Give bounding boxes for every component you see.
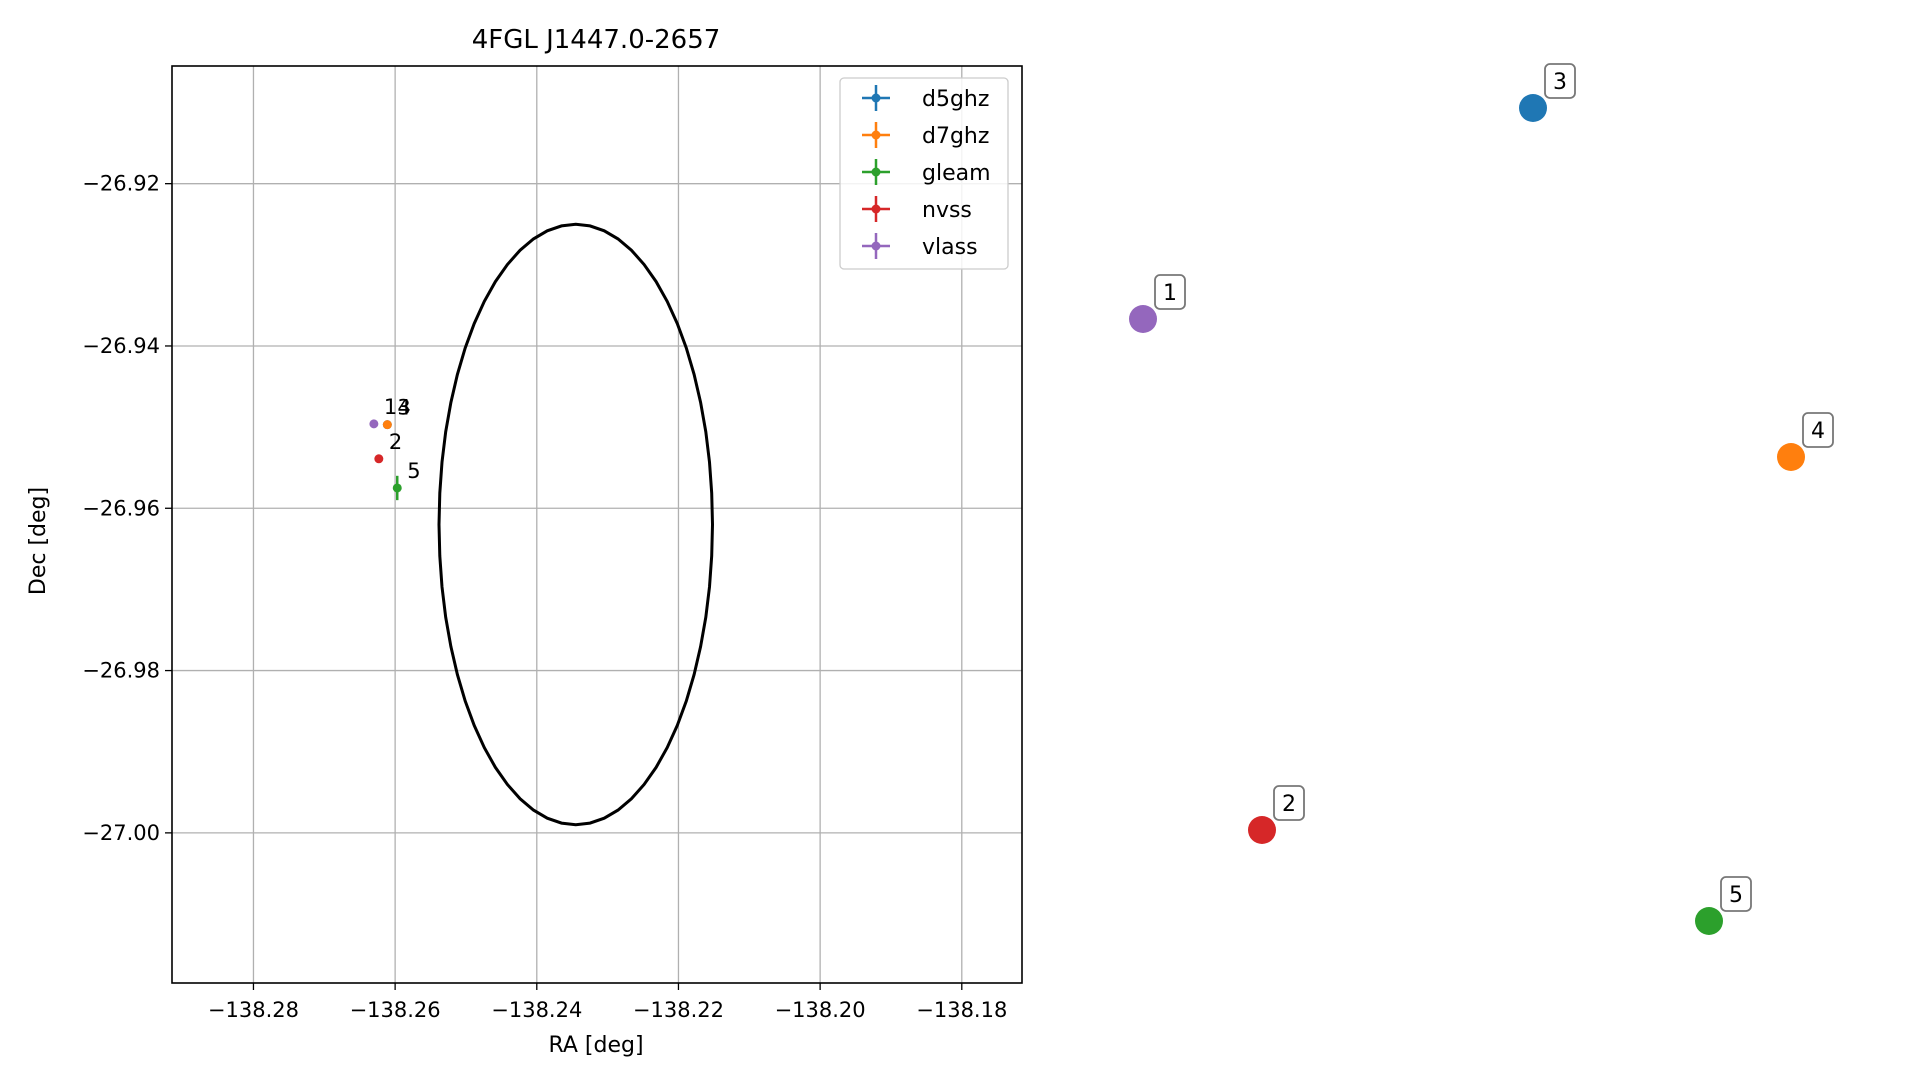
finder-badge xyxy=(1154,274,1186,310)
x-tick-label: −138.22 xyxy=(633,998,724,1022)
legend-entries: d5ghz d7ghz gleam nvss vlass xyxy=(862,85,991,260)
source-label: 5 xyxy=(407,459,420,483)
x-tick-label: −138.26 xyxy=(350,998,441,1022)
y-tick-label: −26.94 xyxy=(82,334,160,358)
y-axis-label: Dec [deg] xyxy=(26,487,51,595)
legend-entry-gleam: gleam xyxy=(922,161,991,186)
legend-marker-dot xyxy=(871,93,881,103)
finder-badge-label: 3 xyxy=(1553,70,1567,95)
error-ellipse xyxy=(437,222,715,827)
source-label: 2 xyxy=(389,430,402,454)
source-point-d7ghz xyxy=(382,420,392,430)
finder-badge-label: 1 xyxy=(1163,281,1177,306)
finder-marker xyxy=(1129,305,1157,333)
finder-marker xyxy=(1777,443,1805,471)
finder-badge-label: 4 xyxy=(1811,419,1825,444)
legend-entry-nvss: nvss xyxy=(922,198,972,223)
legend-box xyxy=(839,77,1009,270)
y-ticks: −26.92 −26.94 −26.96 −26.98 −27.00 xyxy=(82,172,172,845)
finder-marker xyxy=(1248,816,1276,844)
finder-badge xyxy=(1802,412,1834,448)
source-points xyxy=(369,419,402,501)
chart-title: 4FGL J1447.0-2657 xyxy=(472,25,721,55)
plot-frame xyxy=(171,65,1023,984)
finder-marker xyxy=(1519,94,1547,122)
finder-chart: 3 1 4 2 5 xyxy=(1129,63,1834,935)
source-point-nvss xyxy=(374,454,384,464)
x-ticks: −138.28 −138.26 −138.24 −138.22 −138.20 −138.… xyxy=(208,983,1007,1022)
x-tick-label: −138.24 xyxy=(491,998,582,1022)
legend-marker-dot xyxy=(871,167,881,177)
finder-badge-label: 5 xyxy=(1729,883,1743,908)
legend: d5ghz d7ghz gleam nvss vlass xyxy=(839,77,1009,270)
legend-entry-d7ghz: d7ghz xyxy=(922,124,989,149)
source-label: 4 xyxy=(397,396,410,420)
legend-entry-vlass: vlass xyxy=(922,235,978,260)
legend-marker-dot xyxy=(871,241,881,251)
finder-marker xyxy=(1695,907,1723,935)
finder-badge-label: 2 xyxy=(1282,792,1296,817)
legend-marker-dot xyxy=(871,204,881,214)
source-label: 3 xyxy=(397,396,410,420)
source-point-gleam xyxy=(392,483,402,493)
y-tick-label: −26.98 xyxy=(82,659,160,683)
y-tick-label: −26.92 xyxy=(82,172,160,196)
legend-marker-dot xyxy=(871,130,881,140)
source-point-vlass xyxy=(369,419,379,429)
y-tick-label: −27.00 xyxy=(82,821,160,845)
source-labels: 34 52 1 xyxy=(384,395,421,483)
finder-badge xyxy=(1720,876,1752,912)
y-tick-label: −26.96 xyxy=(82,496,160,520)
x-tick-label: −138.28 xyxy=(208,998,299,1022)
source-label: 1 xyxy=(384,395,397,419)
finder-badge xyxy=(1544,63,1576,99)
x-tick-label: −138.20 xyxy=(775,998,866,1022)
finder-badge xyxy=(1273,785,1305,821)
x-axis-label: RA [deg] xyxy=(548,1033,643,1058)
legend-entry-d5ghz: d5ghz xyxy=(922,87,989,112)
x-tick-label: −138.18 xyxy=(916,998,1007,1022)
